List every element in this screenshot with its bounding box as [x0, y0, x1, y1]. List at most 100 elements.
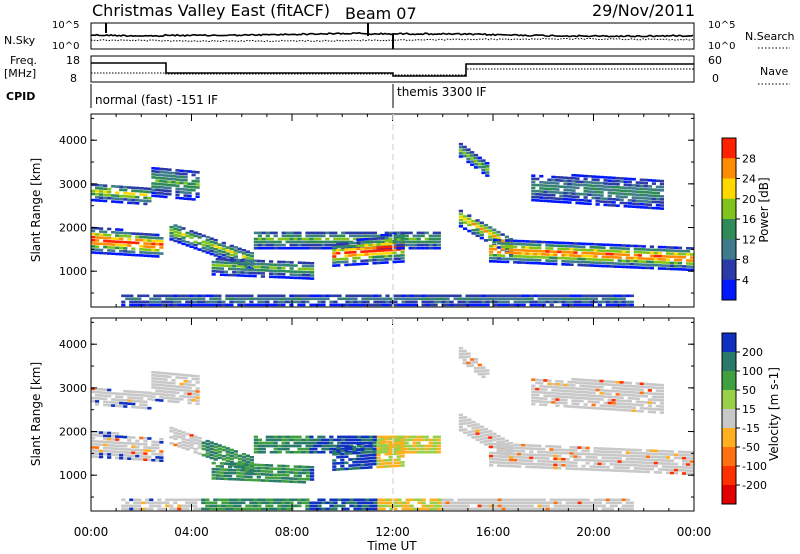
- echo-cell: [181, 239, 186, 242]
- echo-cell: [400, 231, 405, 235]
- echo-cell: [325, 438, 330, 442]
- echo-cell: [637, 248, 642, 251]
- echo-cell: [107, 450, 112, 453]
- echo-cell: [228, 258, 233, 262]
- echo-cell: [333, 504, 338, 508]
- echo-cell: [310, 472, 315, 475]
- echo-cell: [115, 234, 120, 237]
- echo-cell: [107, 437, 112, 441]
- echo-cell: [463, 419, 468, 422]
- echo-cell: [157, 303, 162, 307]
- echo-cell: [364, 234, 370, 238]
- echo-cell: [305, 274, 311, 277]
- echo-cell: [195, 378, 200, 381]
- echo-cell: [505, 300, 510, 304]
- echo-cell: [547, 400, 552, 404]
- echo-cell: [573, 254, 578, 257]
- nsky-tick-bottom: 10^0: [52, 41, 79, 52]
- echo-cell: [191, 188, 196, 192]
- echo-cell: [623, 189, 628, 193]
- echo-cell: [509, 303, 514, 307]
- echo-cell: [159, 453, 164, 456]
- echo-cell: [393, 300, 398, 304]
- echo-cell: [485, 171, 490, 174]
- echo-cell: [183, 188, 188, 191]
- echo-cell: [95, 446, 100, 449]
- echo-cell: [541, 450, 546, 454]
- echo-cell: [639, 202, 644, 206]
- echo-cell: [151, 242, 156, 246]
- echo-cell: [131, 399, 136, 403]
- echo-cell: [147, 251, 152, 255]
- echo-cell: [233, 504, 238, 508]
- echo-cell: [165, 303, 170, 307]
- echo-cell: [639, 196, 644, 200]
- echo-cell: [569, 303, 574, 307]
- echo-cell: [631, 196, 636, 199]
- echo-cell: [619, 390, 624, 393]
- echo-cell: [209, 237, 214, 240]
- echo-cell: [615, 176, 620, 180]
- echo-cell: [563, 191, 568, 195]
- echo-cell: [396, 438, 401, 442]
- echo-cell: [583, 378, 588, 382]
- echo-cell: [473, 153, 479, 157]
- echo-cell: [368, 457, 373, 460]
- echo-cell: [551, 187, 556, 191]
- echo-cell: [325, 237, 330, 241]
- echo-cell: [461, 501, 466, 505]
- echo-cell: [107, 187, 112, 191]
- echo-cell: [240, 463, 245, 466]
- echo-cell: [461, 507, 466, 511]
- echo-cell: [183, 386, 188, 389]
- echo-cell: [297, 468, 302, 472]
- echo-cell: [615, 390, 620, 393]
- echo-cell: [143, 233, 148, 236]
- echo-cell: [159, 240, 164, 243]
- echo-cell: [260, 262, 265, 266]
- echo-cell: [281, 303, 286, 307]
- echo-cell: [336, 261, 341, 264]
- echo-cell: [225, 501, 230, 505]
- echo-cell: [289, 270, 294, 273]
- echo-cell: [293, 234, 298, 238]
- echo-cell: [364, 244, 369, 247]
- echo-cell: [352, 263, 357, 266]
- echo-cell: [177, 241, 182, 244]
- echo-cell: [297, 498, 302, 502]
- echo-cell: [577, 242, 582, 245]
- echo-cell: [513, 245, 518, 249]
- echo-cell: [535, 400, 540, 403]
- echo-cell: [567, 176, 572, 180]
- echo-cell: [277, 498, 282, 502]
- echo-cell: [589, 507, 594, 511]
- echo-cell: [581, 300, 586, 304]
- echo-cell: [123, 188, 128, 192]
- echo-cell: [425, 297, 430, 301]
- echo-cell: [565, 303, 570, 307]
- echo-cell: [147, 239, 152, 242]
- echo-cell: [285, 231, 290, 235]
- echo-cell: [348, 467, 353, 470]
- echo-cell: [143, 440, 148, 443]
- echo-cell: [229, 498, 234, 502]
- echo-cell: [155, 377, 160, 380]
- echo-cell: [305, 261, 311, 265]
- echo-cell: [533, 240, 538, 243]
- echo-cell: [625, 466, 630, 470]
- echo-cell: [396, 455, 401, 458]
- echo-cell: [388, 248, 393, 252]
- echo-cell: [561, 297, 566, 301]
- echo-cell: [305, 231, 310, 235]
- echo-cell: [521, 258, 526, 261]
- echo-cell: [173, 300, 178, 304]
- echo-cell: [241, 300, 246, 304]
- echo-cell: [533, 252, 538, 256]
- echo-cell: [333, 240, 338, 244]
- echo-cell: [589, 300, 594, 304]
- echo-cell: [293, 237, 298, 241]
- echo-cell: [585, 455, 590, 459]
- echo-cell: [310, 274, 315, 277]
- echo-cell: [139, 254, 144, 257]
